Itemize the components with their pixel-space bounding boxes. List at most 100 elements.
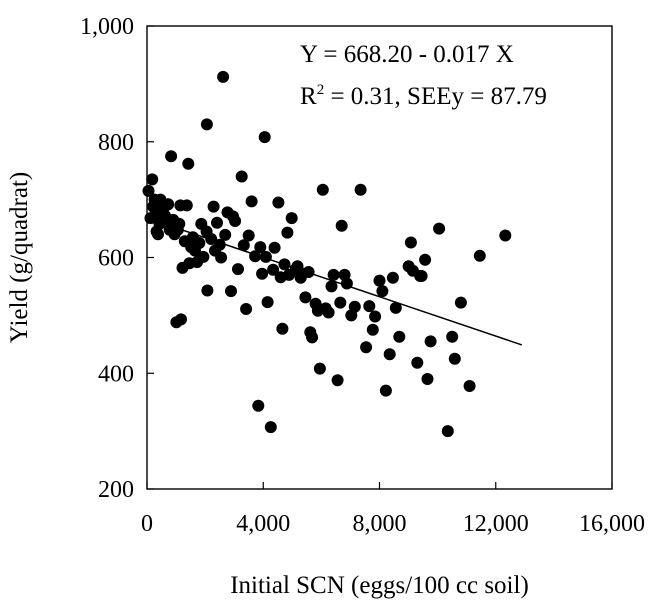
data-point xyxy=(433,222,446,235)
data-point xyxy=(242,229,255,242)
data-point xyxy=(162,198,175,211)
data-point xyxy=(366,323,379,336)
data-point xyxy=(264,421,277,434)
regression-line xyxy=(146,217,523,346)
data-point xyxy=(197,250,210,263)
data-point xyxy=(254,241,267,254)
data-point xyxy=(285,212,298,225)
data-point xyxy=(267,263,280,276)
data-point xyxy=(313,362,326,375)
data-point xyxy=(256,267,269,280)
data-point xyxy=(272,196,285,209)
data-point xyxy=(306,331,319,344)
data-point xyxy=(225,285,237,298)
x-tick-label: 12,000 xyxy=(463,511,529,537)
data-point xyxy=(235,170,248,183)
y-axis-title: Yield (g/quadrat) xyxy=(6,172,33,343)
r-squared-value: = 0.31, SEEy = 87.79 xyxy=(324,83,547,110)
data-point xyxy=(193,237,206,249)
data-point xyxy=(331,374,344,387)
data-point xyxy=(415,270,428,282)
data-point xyxy=(386,271,399,284)
data-point xyxy=(369,310,382,323)
data-point xyxy=(165,150,178,163)
data-point xyxy=(142,184,155,197)
data-point xyxy=(411,356,424,369)
data-point xyxy=(261,296,274,309)
data-point xyxy=(245,195,258,208)
x-tick-label: 0 xyxy=(141,511,153,537)
data-point xyxy=(201,284,214,297)
y-tick-label: 800 xyxy=(98,130,134,156)
data-point xyxy=(182,157,195,170)
y-tick-label: 200 xyxy=(98,477,134,503)
data-point xyxy=(322,306,335,319)
y-tick-label: 400 xyxy=(98,361,134,387)
data-point xyxy=(232,263,244,276)
data-point xyxy=(404,236,417,249)
x-axis-ticks xyxy=(146,482,613,489)
data-points xyxy=(142,70,512,438)
data-point xyxy=(252,399,265,412)
data-point xyxy=(454,296,467,309)
data-point xyxy=(424,335,437,348)
data-point xyxy=(180,199,193,212)
data-point xyxy=(463,380,476,392)
data-point xyxy=(211,216,223,229)
data-point xyxy=(379,384,392,397)
data-point xyxy=(152,228,164,241)
data-point xyxy=(499,229,512,242)
data-point xyxy=(316,183,329,196)
data-point xyxy=(299,291,312,304)
data-point xyxy=(448,352,461,365)
x-axis-tick-labels: 0 4,000 8,000 12,000 16,000 xyxy=(141,511,645,537)
y-axis-tick-labels: 200 400 600 800 1,000 xyxy=(80,14,134,503)
data-point xyxy=(219,228,232,241)
data-point xyxy=(446,330,459,343)
x-tick-label: 16,000 xyxy=(579,511,645,537)
data-point xyxy=(376,285,389,298)
y-axis-ticks xyxy=(147,25,154,490)
data-point xyxy=(276,322,289,335)
data-point xyxy=(360,341,373,354)
data-point xyxy=(146,173,159,186)
data-point xyxy=(441,425,454,438)
data-point xyxy=(207,200,220,213)
r-squared-label: R xyxy=(300,83,317,110)
data-point xyxy=(240,303,253,315)
data-point xyxy=(173,217,186,230)
data-point xyxy=(393,330,406,343)
x-axis-title: Initial SCN (eggs/100 cc soil) xyxy=(230,572,529,599)
data-point xyxy=(373,274,386,287)
data-point xyxy=(334,296,347,309)
regression-equation: Y = 668.20 - 0.017 X xyxy=(300,41,514,68)
data-point xyxy=(268,241,281,254)
data-point xyxy=(389,301,402,314)
data-point xyxy=(348,300,361,313)
data-point xyxy=(421,373,434,385)
data-point xyxy=(354,183,367,196)
data-point xyxy=(327,268,340,281)
y-tick-label: 600 xyxy=(98,246,134,272)
data-point xyxy=(258,131,271,144)
data-point xyxy=(237,239,250,252)
y-tick-label: 1,000 xyxy=(80,14,134,40)
data-point xyxy=(325,280,338,293)
data-point xyxy=(175,313,187,326)
data-point xyxy=(335,219,348,232)
data-point xyxy=(281,226,294,239)
data-point xyxy=(229,215,242,227)
data-point xyxy=(217,70,230,83)
x-tick-label: 4,000 xyxy=(236,511,290,537)
data-point xyxy=(363,300,376,313)
r-squared-superscript: 2 xyxy=(317,82,325,98)
x-tick-label: 8,000 xyxy=(353,511,407,537)
data-point xyxy=(419,253,432,266)
regression-stats: R2 = 0.31, SEEy = 87.79 xyxy=(300,82,547,110)
plot-area xyxy=(142,25,613,490)
data-point xyxy=(215,251,228,264)
data-point xyxy=(473,249,486,262)
data-point xyxy=(200,118,213,131)
data-point xyxy=(383,348,396,361)
